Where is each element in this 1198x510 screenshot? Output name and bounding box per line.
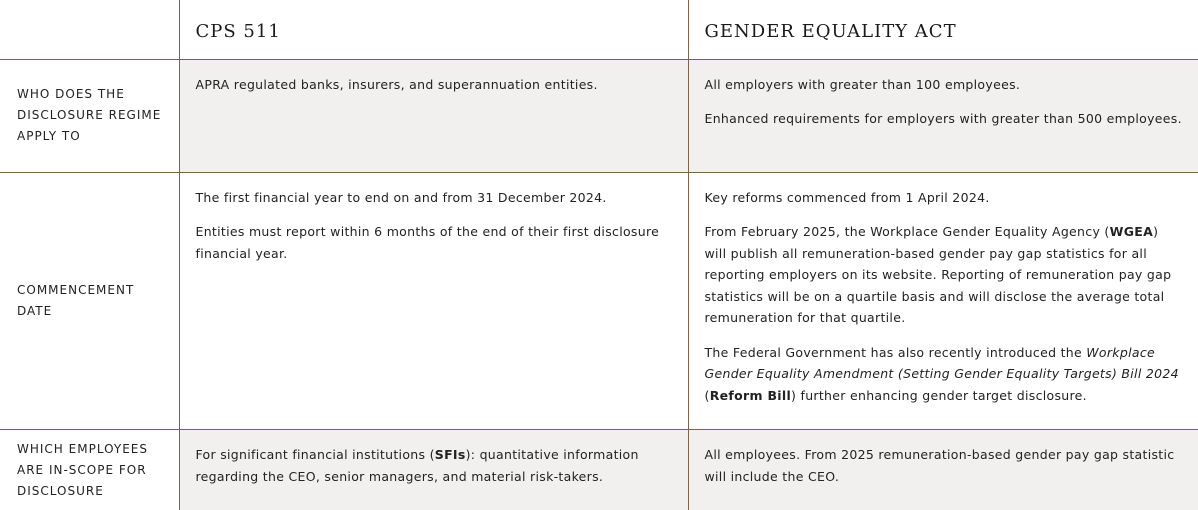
header-cps511: CPS 511 [179,0,688,59]
paragraph: Key reforms commenced from 1 April 2024. [705,187,1183,209]
paragraph: From February 2025, the Workplace Gender… [705,221,1183,329]
text-segment: Key reforms commenced from 1 April 2024. [705,190,990,205]
bold-term: Reform Bill [710,388,791,403]
paragraph: Entities must report within 6 months of … [196,221,672,264]
bold-term: WGEA [1110,224,1153,239]
text-segment: ) further enhancing gender target disclo… [791,388,1087,403]
text-segment: All employees. From 2025 remuneration-ba… [705,447,1175,484]
text-segment: Entities must report within 6 months of … [196,224,660,261]
cps-cell: For significant financial institutions (… [179,430,688,510]
paragraph: For significant financial institutions (… [196,444,672,487]
text-segment: The Federal Government has also recently… [705,345,1087,360]
header-row: CPS 511 GENDER EQUALITY ACT [0,0,1198,59]
row-label: COMMENCEMENT DATE [0,172,179,430]
text-segment: From February 2025, the Workplace Gender… [705,224,1110,239]
paragraph: All employees. From 2025 remuneration-ba… [705,444,1183,487]
gea-cell: All employers with greater than 100 empl… [688,59,1198,172]
paragraph: All employers with greater than 100 empl… [705,74,1183,96]
table-row: WHO DOES THE DISCLOSURE REGIME APPLY TO … [0,59,1198,172]
text-segment: ) will publish all remuneration-based ge… [705,224,1172,325]
text-segment: APRA regulated banks, insurers, and supe… [196,77,598,92]
cps-cell: The first financial year to end on and f… [179,172,688,430]
table-row: COMMENCEMENT DATE The first financial ye… [0,172,1198,430]
text-segment: For significant financial institutions ( [196,447,435,462]
text-segment: Enhanced requirements for employers with… [705,111,1182,126]
text-segment: The first financial year to end on and f… [196,190,607,205]
header-blank [0,0,179,59]
paragraph: The first financial year to end on and f… [196,187,672,209]
row-label: WHICH EMPLOYEES ARE IN-SCOPE FOR DISCLOS… [0,430,179,510]
gea-cell: All employees. From 2025 remuneration-ba… [688,430,1198,510]
row-label: WHO DOES THE DISCLOSURE REGIME APPLY TO [0,59,179,172]
paragraph: APRA regulated banks, insurers, and supe… [196,74,672,96]
table-row: WHICH EMPLOYEES ARE IN-SCOPE FOR DISCLOS… [0,430,1198,510]
paragraph: Enhanced requirements for employers with… [705,108,1183,130]
header-gender-equality-act: GENDER EQUALITY ACT [688,0,1198,59]
paragraph: The Federal Government has also recently… [705,342,1183,407]
bold-term: SFIs [435,447,466,462]
cps-cell: APRA regulated banks, insurers, and supe… [179,59,688,172]
gea-cell: Key reforms commenced from 1 April 2024.… [688,172,1198,430]
text-segment: All employers with greater than 100 empl… [705,77,1021,92]
